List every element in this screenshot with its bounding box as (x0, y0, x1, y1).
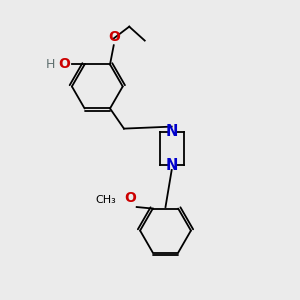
Text: O: O (108, 30, 120, 44)
Text: O: O (58, 58, 70, 71)
Text: CH₃: CH₃ (96, 196, 116, 206)
Text: H: H (46, 58, 55, 71)
Text: O: O (124, 191, 136, 206)
Text: N: N (166, 124, 178, 139)
Text: N: N (166, 158, 178, 173)
